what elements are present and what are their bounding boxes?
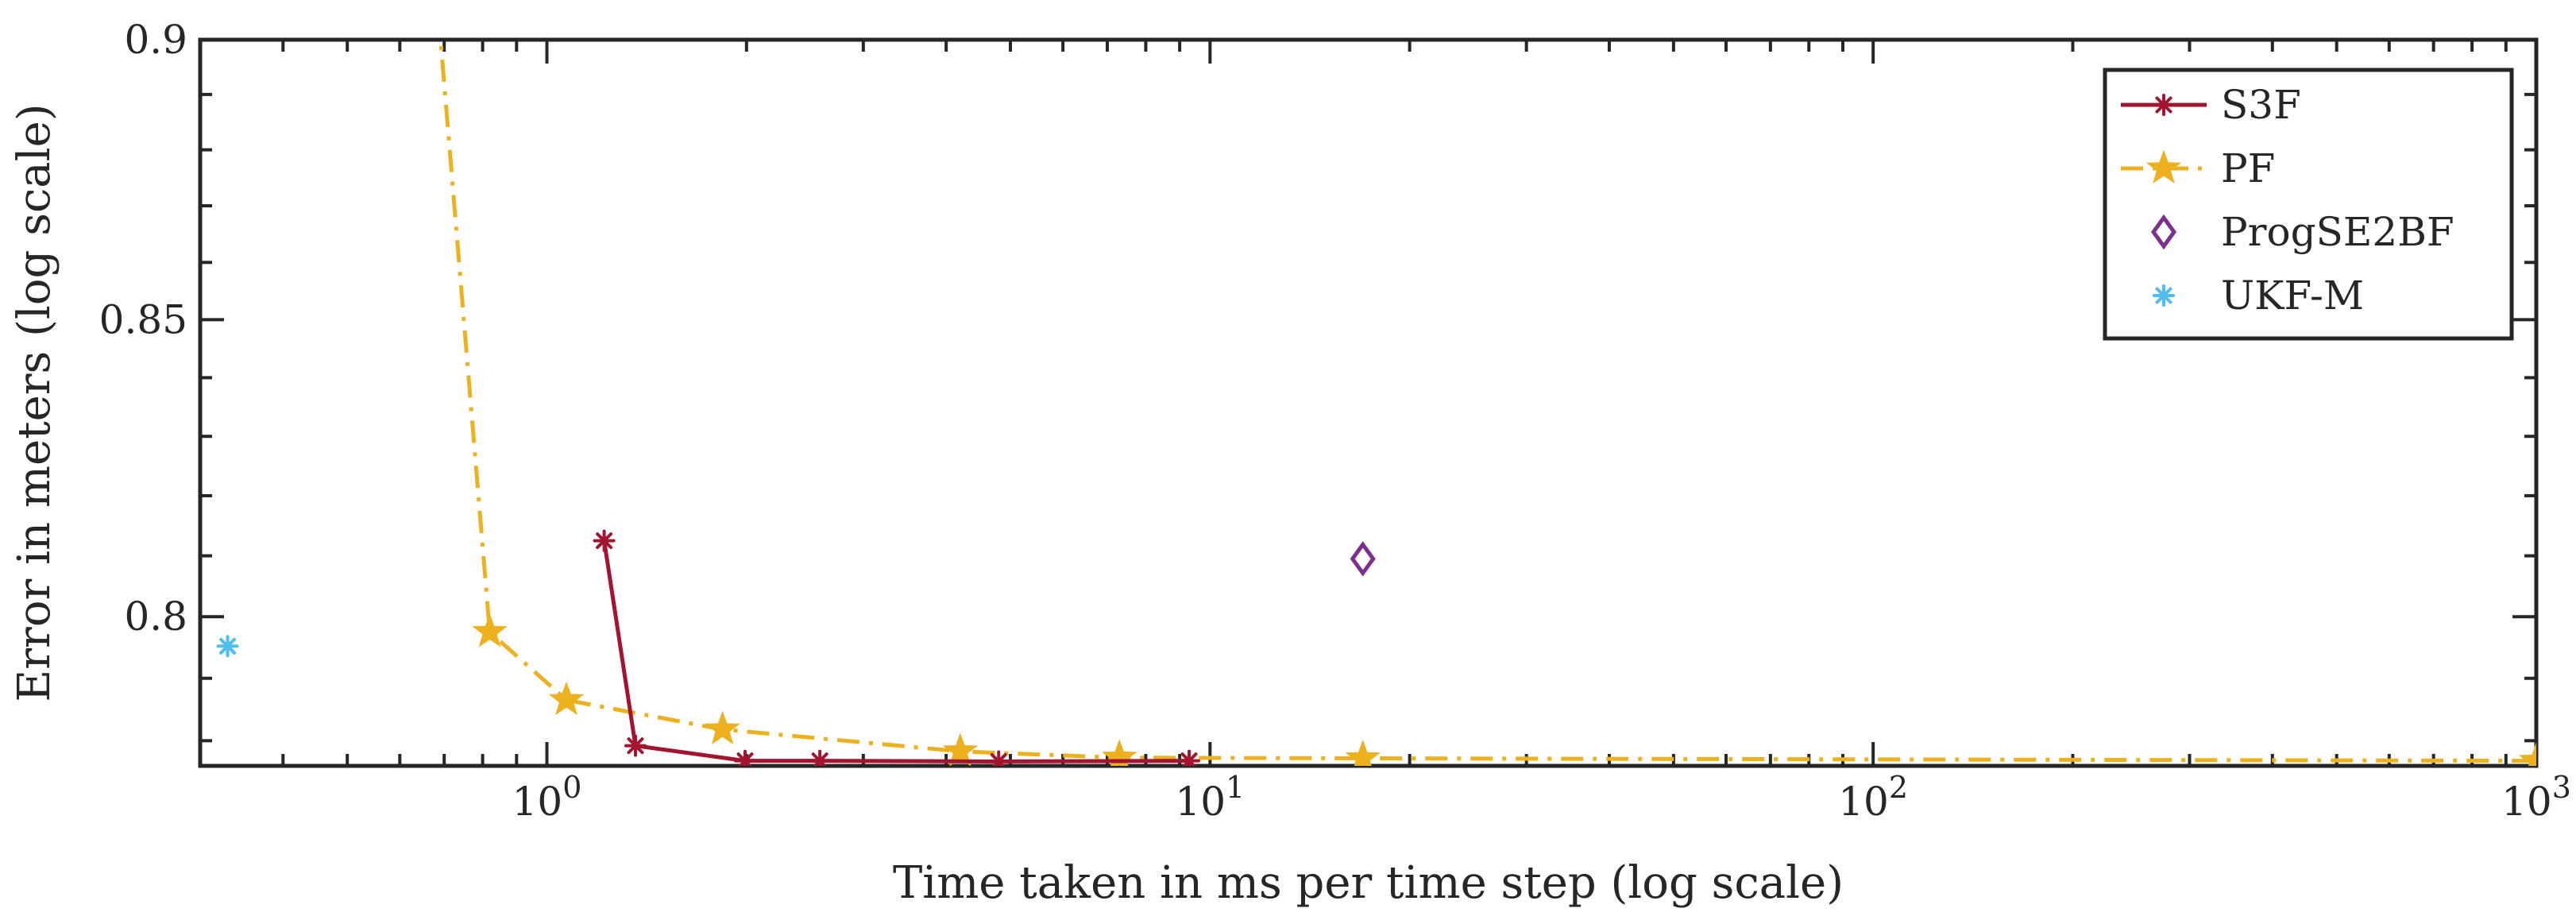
data-point xyxy=(809,749,832,766)
data-point xyxy=(216,635,239,658)
legend-label: S3F xyxy=(2221,82,2301,128)
legend-label: ProgSE2BF xyxy=(2221,209,2454,255)
y-tick-label: 0.85 xyxy=(99,296,187,342)
legend-box xyxy=(2103,68,2514,341)
x-axis-label: Time taken in ms per time step (log scal… xyxy=(893,857,1844,909)
data-point xyxy=(1178,749,1201,766)
series-line-pf xyxy=(438,40,2536,763)
data-point xyxy=(2518,742,2536,766)
data-point xyxy=(548,681,585,716)
data-point xyxy=(1345,739,1381,766)
series-progse2bf xyxy=(1350,541,1376,577)
series-line-s3f xyxy=(602,540,1190,763)
legend-entry-s3f: S3F xyxy=(2121,82,2301,128)
series-s3f xyxy=(593,529,1201,766)
legend-label: PF xyxy=(2221,145,2275,191)
data-point xyxy=(734,749,757,766)
legend-entry-progse2bf: ProgSE2BF xyxy=(2150,209,2454,255)
x-tick-label: 101 xyxy=(1175,770,1245,825)
x-tick-label: 100 xyxy=(512,770,582,825)
data-point xyxy=(624,734,647,757)
y-tick-label: 0.8 xyxy=(124,593,187,640)
legend-marker xyxy=(2153,94,2175,116)
legend-entry-ukf-m: UKF-M xyxy=(2153,273,2364,319)
series-ukf-m xyxy=(216,635,239,658)
data-point xyxy=(1350,541,1376,577)
legend-marker xyxy=(2150,214,2177,250)
legend-entry-pf: PF xyxy=(2121,145,2275,191)
x-tick-label: 103 xyxy=(2501,770,2571,825)
data-point xyxy=(1101,739,1137,766)
legend-marker xyxy=(2153,284,2175,307)
data-point xyxy=(705,710,740,745)
y-axis: 0.8 0.85 0.9 xyxy=(99,17,2536,743)
y-axis-label: Error in meters (log scale) xyxy=(9,103,60,702)
legend-marker xyxy=(2145,149,2182,184)
data-point xyxy=(942,733,979,766)
data-point xyxy=(987,750,1010,766)
series-layer xyxy=(216,40,2536,766)
legend: S3F PF ProgSE2BF UKF-M xyxy=(2103,68,2514,341)
legend-label: UKF-M xyxy=(2221,273,2364,319)
series-pf xyxy=(438,40,2536,766)
data-point xyxy=(472,613,508,647)
x-tick-label: 102 xyxy=(1838,770,1908,825)
data-point xyxy=(593,529,616,552)
y-tick-label: 0.9 xyxy=(124,17,187,63)
